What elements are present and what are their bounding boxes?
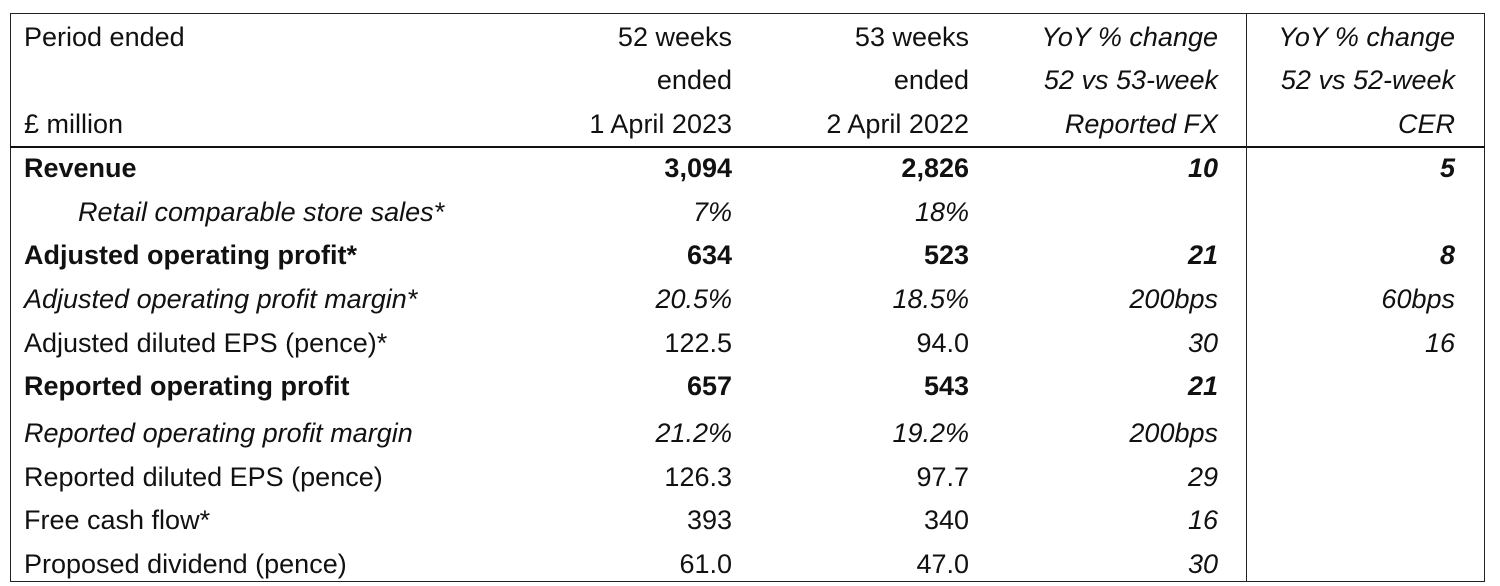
row-label-reported-eps: Reported diluted EPS (pence) [24, 462, 383, 492]
table-cell: 16 [1187, 505, 1218, 535]
row-label-reported-operating-profit: Reported operating profit [24, 371, 350, 401]
row-label-retail-comparable: Retail comparable store sales* [78, 197, 445, 227]
header-col2-line2: ended [893, 65, 969, 95]
header-separator [10, 146, 1485, 148]
table-cell: 30 [1187, 549, 1218, 579]
table-cell: 60bps [1381, 284, 1455, 314]
table-cell: 200bps [1129, 418, 1218, 448]
table-cell: 21 [1187, 371, 1218, 401]
row-label-revenue: Revenue [24, 153, 137, 183]
column-separator [1246, 13, 1247, 582]
table-cell: 657 [686, 371, 732, 401]
table-cell: 5 [1439, 153, 1455, 183]
header-col2-line1: 53 weeks [854, 22, 969, 52]
row-label-free-cash-flow: Free cash flow* [24, 505, 211, 535]
table-cell: 94.0 [916, 328, 969, 358]
table-cell: 61.0 [679, 549, 732, 579]
table-cell: 97.7 [916, 462, 969, 492]
header-col4-line2: 52 vs 52-week [1280, 65, 1455, 95]
row-label-adjusted-margin: Adjusted operating profit margin* [24, 284, 418, 314]
header-col2-line3: 2 April 2022 [826, 109, 969, 139]
row-label-adjusted-eps: Adjusted diluted EPS (pence)* [24, 328, 388, 358]
header-col4-line1: YoY % change [1278, 22, 1455, 52]
table-cell: 393 [686, 505, 732, 535]
table-cell: 21.2% [655, 418, 732, 448]
table-cell: 21 [1187, 240, 1218, 270]
row-label-proposed-dividend: Proposed dividend (pence) [24, 549, 347, 579]
table-cell: 16 [1424, 328, 1455, 358]
table-cell: 340 [923, 505, 969, 535]
table-frame [10, 13, 1485, 582]
row-label-reported-margin: Reported operating profit margin [24, 418, 413, 448]
header-col1-line2: ended [656, 65, 732, 95]
table-cell: 10 [1187, 153, 1218, 183]
table-cell: 47.0 [916, 549, 969, 579]
table-cell: 200bps [1129, 284, 1218, 314]
table-cell: 126.3 [664, 462, 732, 492]
header-period-ended: Period ended [24, 22, 185, 52]
table-cell: 8 [1439, 240, 1455, 270]
table-cell: 2,826 [901, 153, 969, 183]
header-col1-line1: 52 weeks [617, 22, 732, 52]
table-cell: 19.2% [892, 418, 969, 448]
table-cell: 18% [914, 197, 969, 227]
table-cell: 122.5 [664, 328, 732, 358]
header-col1-line3: 1 April 2023 [589, 109, 732, 139]
table-cell: 634 [686, 240, 732, 270]
table-cell: 3,094 [664, 153, 732, 183]
header-col4-line3: CER [1397, 109, 1455, 139]
table-cell: 29 [1187, 462, 1218, 492]
table-cell: 543 [923, 371, 969, 401]
row-label-adjusted-operating-profit: Adjusted operating profit* [24, 240, 357, 270]
header-col3-line2: 52 vs 53-week [1043, 65, 1218, 95]
table-cell: 30 [1187, 328, 1218, 358]
header-col3-line3: Reported FX [1064, 109, 1218, 139]
header-currency-unit: £ million [24, 109, 124, 139]
header-col3-line1: YoY % change [1041, 22, 1218, 52]
table-cell: 20.5% [655, 284, 732, 314]
table-cell: 18.5% [892, 284, 969, 314]
table-cell: 523 [923, 240, 969, 270]
table-cell: 7% [692, 197, 732, 227]
